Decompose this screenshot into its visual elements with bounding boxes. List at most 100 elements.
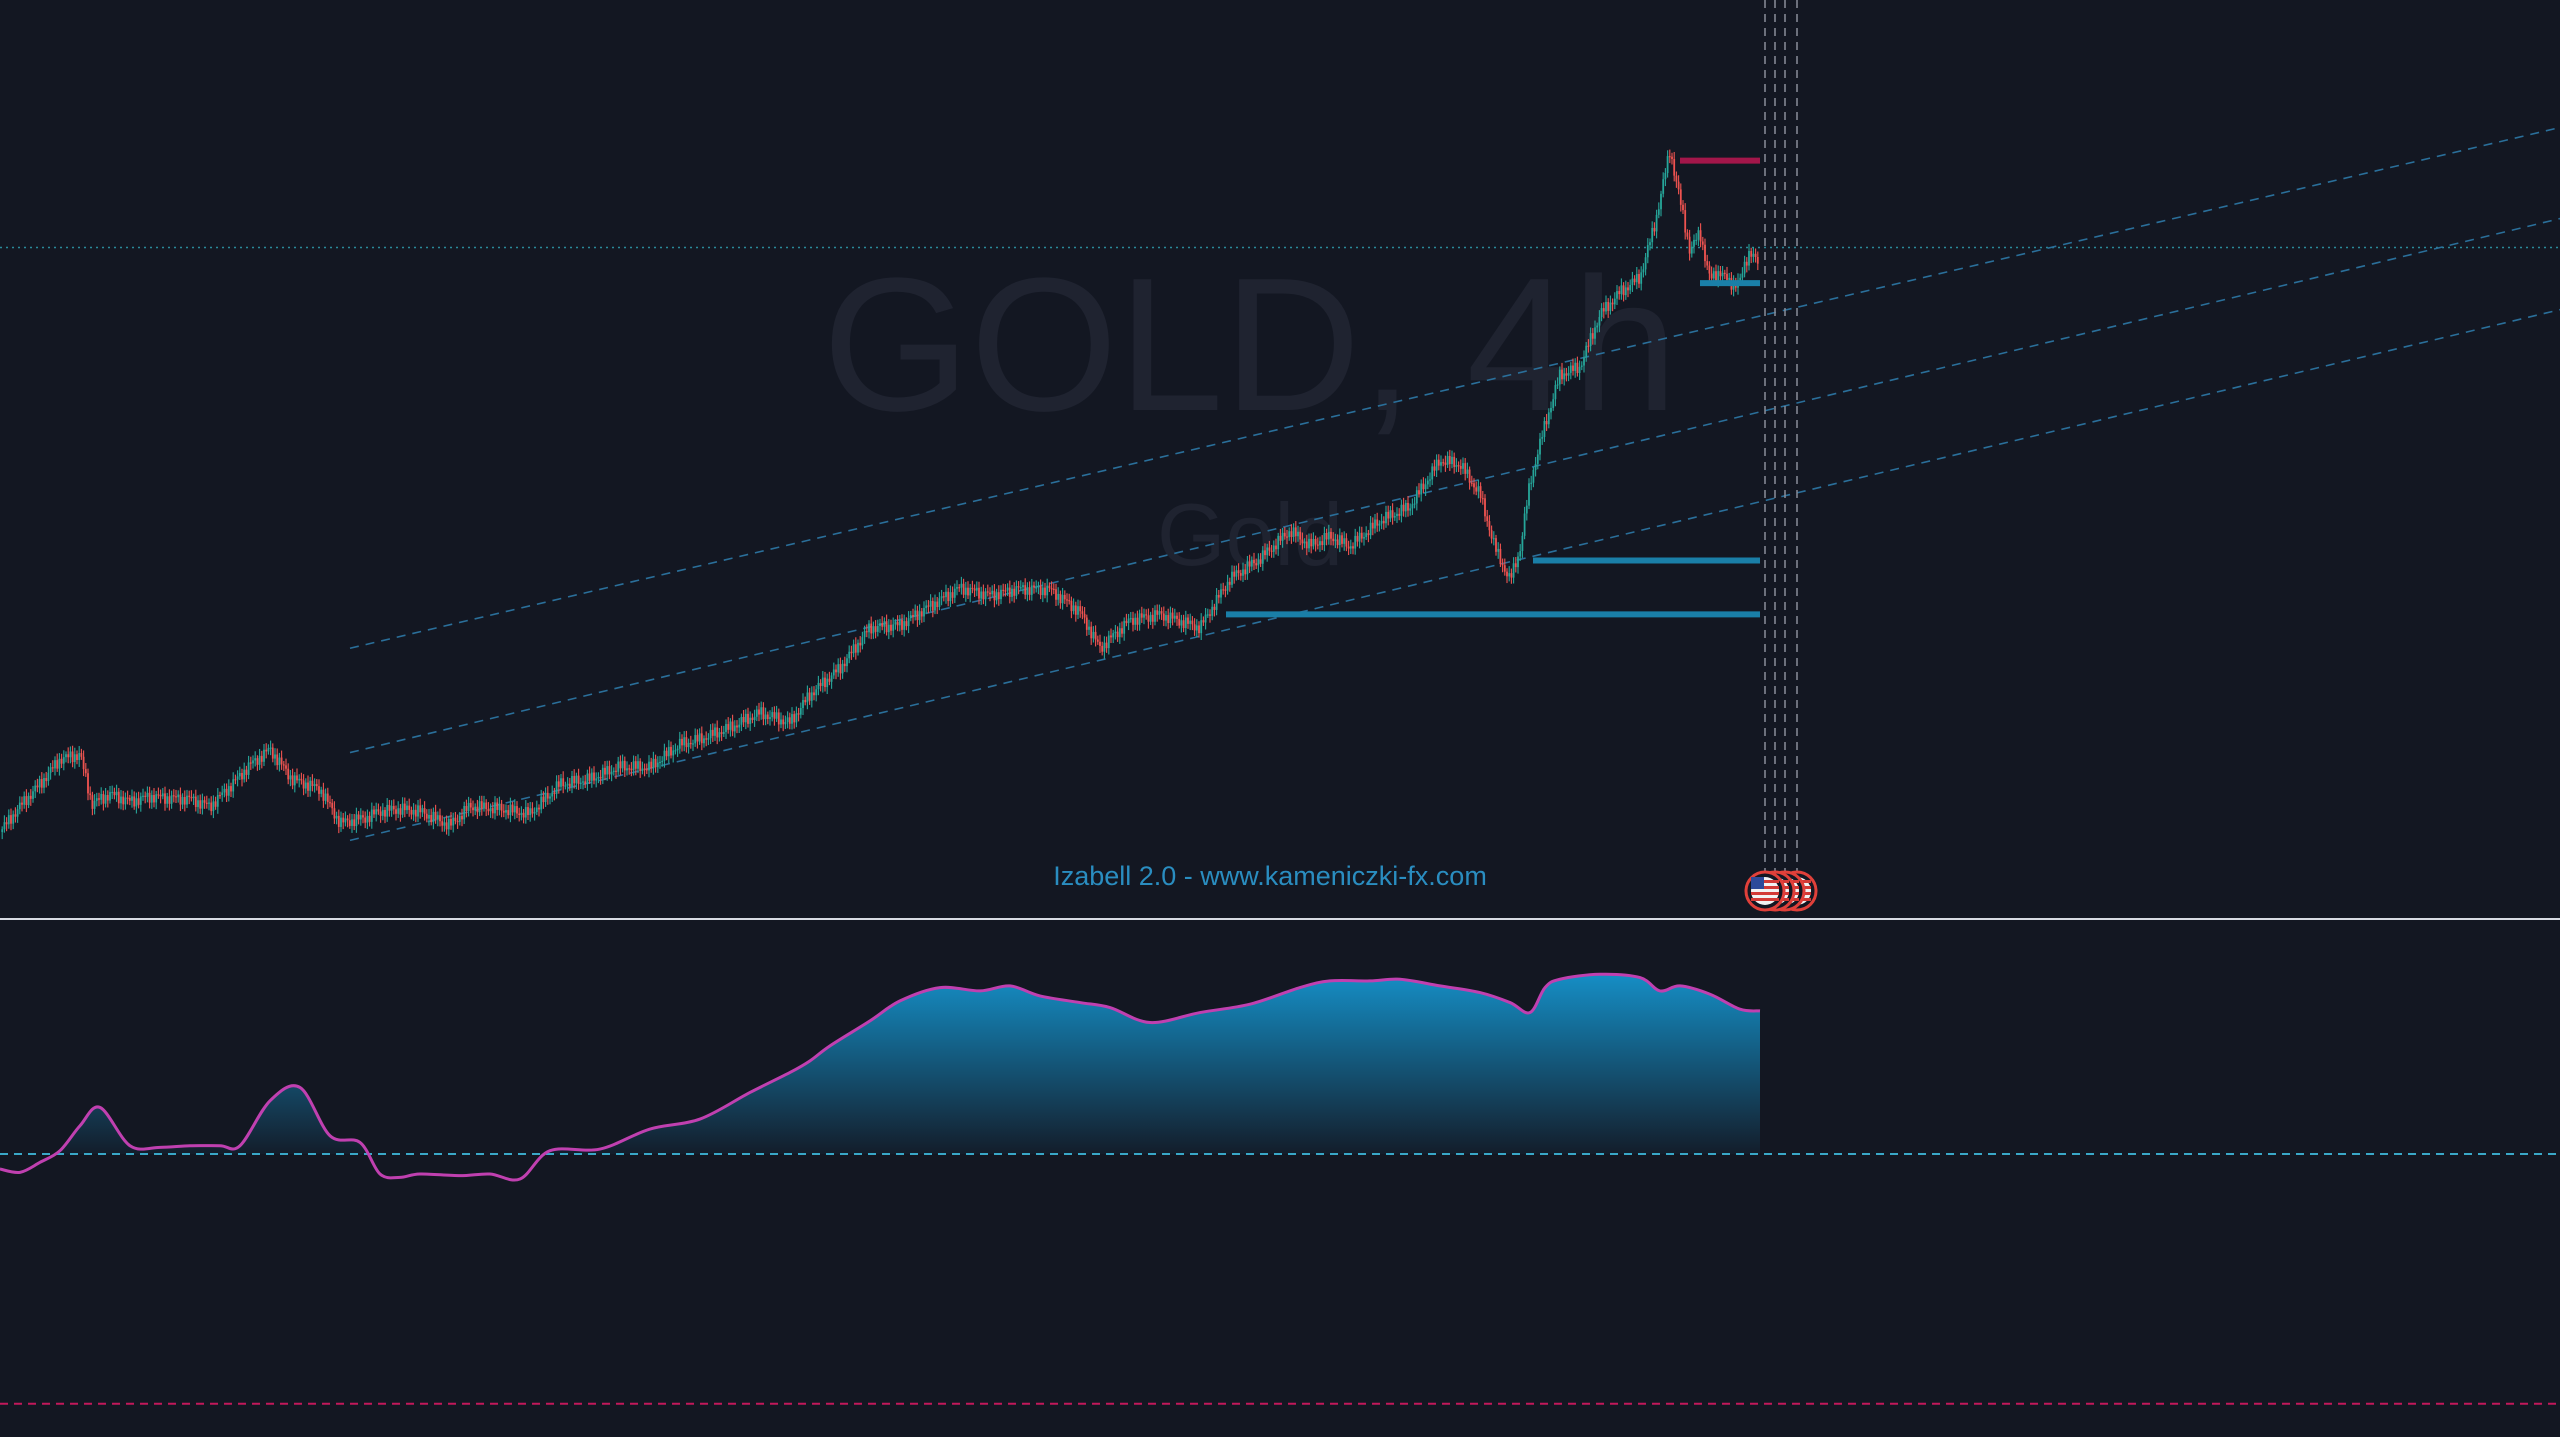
candle[interactable] [472, 800, 474, 817]
candle[interactable] [157, 787, 160, 799]
candle[interactable] [1092, 626, 1095, 643]
candle[interactable] [964, 581, 967, 602]
candle[interactable] [1497, 542, 1500, 559]
candle[interactable] [1127, 613, 1130, 631]
candle[interactable] [309, 776, 312, 797]
candle[interactable] [384, 807, 386, 824]
candle[interactable] [1558, 366, 1561, 392]
candle[interactable] [1294, 521, 1297, 543]
candle[interactable] [1574, 358, 1577, 378]
candle[interactable] [1096, 635, 1099, 645]
candle[interactable] [909, 610, 912, 622]
candle[interactable] [920, 607, 923, 623]
candle[interactable] [758, 702, 760, 722]
candle[interactable] [1479, 482, 1482, 503]
candle[interactable] [1369, 515, 1372, 540]
candle[interactable] [1547, 408, 1550, 429]
candle[interactable] [1275, 538, 1277, 555]
candle[interactable] [98, 792, 100, 807]
candle[interactable] [329, 795, 331, 808]
candle[interactable] [1743, 255, 1746, 278]
candle[interactable] [533, 807, 536, 821]
candle[interactable] [865, 624, 868, 638]
candle[interactable] [1495, 534, 1497, 556]
candle[interactable] [971, 580, 974, 594]
candle[interactable] [1382, 516, 1385, 530]
candle[interactable] [243, 762, 246, 783]
candle[interactable] [164, 786, 166, 811]
candle[interactable] [830, 672, 833, 689]
candle[interactable] [733, 720, 736, 738]
candle[interactable] [670, 741, 672, 759]
candle[interactable] [1321, 535, 1324, 551]
candle[interactable] [942, 591, 945, 602]
candle[interactable] [1704, 238, 1706, 268]
candle[interactable] [1099, 634, 1101, 653]
candle[interactable] [1565, 367, 1568, 382]
candle[interactable] [766, 711, 769, 725]
candle[interactable] [1618, 286, 1621, 300]
candle[interactable] [1371, 517, 1374, 536]
candle[interactable] [1506, 568, 1508, 584]
candle[interactable] [978, 581, 980, 605]
candle[interactable] [293, 772, 296, 793]
candle[interactable] [1462, 457, 1464, 475]
candle[interactable] [395, 805, 397, 821]
candle[interactable] [29, 789, 32, 806]
candle[interactable] [720, 725, 723, 741]
candle[interactable] [274, 748, 276, 766]
candle[interactable] [32, 785, 34, 803]
candle[interactable] [1314, 535, 1317, 552]
candle[interactable] [1415, 486, 1418, 511]
candle[interactable] [1748, 244, 1750, 271]
candle[interactable] [359, 808, 362, 826]
candle[interactable] [1061, 587, 1064, 610]
candle[interactable] [212, 795, 215, 819]
candle[interactable] [1316, 537, 1319, 550]
candle[interactable] [115, 784, 118, 802]
candle[interactable] [1158, 604, 1161, 620]
candle[interactable] [128, 794, 131, 806]
candle[interactable] [1596, 322, 1599, 333]
candle[interactable] [683, 731, 686, 752]
candle[interactable] [815, 685, 818, 702]
candle[interactable] [498, 796, 501, 816]
candle[interactable] [256, 755, 259, 771]
candle[interactable] [1063, 590, 1066, 604]
candle[interactable] [461, 808, 463, 827]
candle[interactable] [505, 804, 507, 820]
candle[interactable] [1688, 229, 1691, 261]
candle[interactable] [289, 769, 292, 787]
candle[interactable] [1363, 532, 1365, 546]
candle[interactable] [584, 774, 587, 789]
candle[interactable] [1644, 252, 1647, 276]
candle[interactable] [1279, 528, 1282, 546]
candle[interactable] [304, 778, 307, 794]
candle[interactable] [1431, 463, 1434, 486]
candle[interactable] [425, 809, 428, 823]
candle[interactable] [159, 789, 162, 804]
candle[interactable] [742, 709, 745, 727]
candle[interactable] [1488, 515, 1491, 537]
candle[interactable] [1292, 523, 1295, 542]
candle[interactable] [192, 793, 195, 806]
candle[interactable] [667, 740, 670, 764]
candle[interactable] [531, 802, 534, 818]
candle[interactable] [606, 760, 609, 781]
candle[interactable] [1633, 275, 1636, 286]
candle[interactable] [1330, 528, 1332, 546]
candle[interactable] [975, 581, 978, 597]
candle[interactable] [205, 795, 208, 809]
candle[interactable] [1277, 532, 1280, 556]
candle[interactable] [1448, 449, 1451, 471]
candle[interactable] [634, 756, 637, 776]
candle[interactable] [12, 810, 15, 830]
candle[interactable] [480, 795, 483, 816]
candle[interactable] [1563, 368, 1566, 386]
candle[interactable] [1525, 499, 1528, 521]
candle[interactable] [1642, 263, 1645, 278]
candle[interactable] [1242, 562, 1244, 583]
candle[interactable] [1541, 430, 1544, 445]
candle[interactable] [1055, 583, 1057, 606]
candle[interactable] [232, 772, 235, 798]
